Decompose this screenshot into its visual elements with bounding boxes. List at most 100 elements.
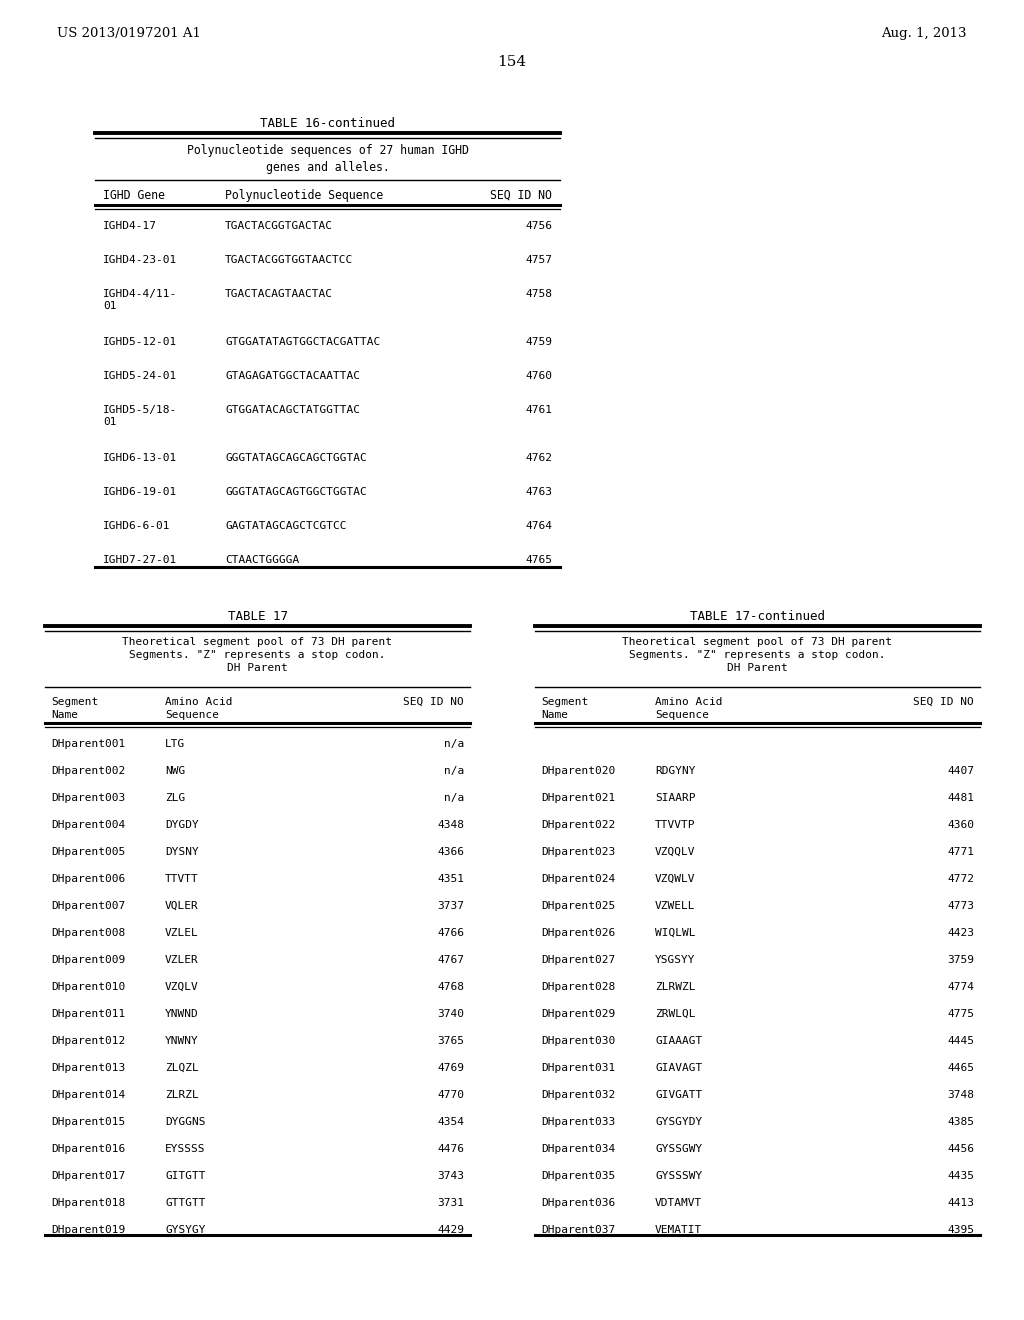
Text: Amino Acid: Amino Acid	[655, 697, 723, 708]
Text: RDGYNY: RDGYNY	[655, 766, 695, 776]
Text: Name: Name	[51, 710, 78, 719]
Text: IGHD6-19-01: IGHD6-19-01	[103, 487, 177, 498]
Text: DHparent029: DHparent029	[541, 1008, 615, 1019]
Text: DYGGNS: DYGGNS	[165, 1117, 206, 1127]
Text: DHparent021: DHparent021	[541, 793, 615, 803]
Text: YNWNY: YNWNY	[165, 1036, 199, 1045]
Text: TTVTT: TTVTT	[165, 874, 199, 884]
Text: 4757: 4757	[525, 255, 552, 265]
Text: GTGGATATAGTGGCTACGATTAC: GTGGATATAGTGGCTACGATTAC	[225, 337, 380, 347]
Text: GYSSGWY: GYSSGWY	[655, 1144, 702, 1154]
Text: 3743: 3743	[437, 1171, 464, 1181]
Text: ZLRWZL: ZLRWZL	[655, 982, 695, 993]
Text: DHparent014: DHparent014	[51, 1090, 125, 1100]
Text: DHparent013: DHparent013	[51, 1063, 125, 1073]
Text: IGHD Gene: IGHD Gene	[103, 189, 165, 202]
Text: IGHD5-12-01: IGHD5-12-01	[103, 337, 177, 347]
Text: 3731: 3731	[437, 1199, 464, 1208]
Text: GYSSSWY: GYSSSWY	[655, 1171, 702, 1181]
Text: 4763: 4763	[525, 487, 552, 498]
Text: Sequence: Sequence	[655, 710, 709, 719]
Text: DHparent024: DHparent024	[541, 874, 615, 884]
Text: 4773: 4773	[947, 902, 974, 911]
Text: 4481: 4481	[947, 793, 974, 803]
Text: Sequence: Sequence	[165, 710, 219, 719]
Text: 154: 154	[498, 55, 526, 69]
Text: DHparent016: DHparent016	[51, 1144, 125, 1154]
Text: 4429: 4429	[437, 1225, 464, 1236]
Text: 4759: 4759	[525, 337, 552, 347]
Text: 4758: 4758	[525, 289, 552, 300]
Text: ZLRZL: ZLRZL	[165, 1090, 199, 1100]
Text: 4354: 4354	[437, 1117, 464, 1127]
Text: Aug. 1, 2013: Aug. 1, 2013	[882, 26, 967, 40]
Text: LTG: LTG	[165, 739, 185, 748]
Text: GTAGAGATGGCTACAATTAC: GTAGAGATGGCTACAATTAC	[225, 371, 360, 381]
Text: 4771: 4771	[947, 847, 974, 857]
Text: 4435: 4435	[947, 1171, 974, 1181]
Text: 4769: 4769	[437, 1063, 464, 1073]
Text: IGHD7-27-01: IGHD7-27-01	[103, 554, 177, 565]
Text: DHparent022: DHparent022	[541, 820, 615, 830]
Text: Polynucleotide sequences of 27 human IGHD
genes and alleles.: Polynucleotide sequences of 27 human IGH…	[186, 144, 468, 174]
Text: 4772: 4772	[947, 874, 974, 884]
Text: Theoretical segment pool of 73 DH parent
Segments. "Z" represents a stop codon.
: Theoretical segment pool of 73 DH parent…	[123, 638, 392, 673]
Text: ZRWLQL: ZRWLQL	[655, 1008, 695, 1019]
Text: Amino Acid: Amino Acid	[165, 697, 232, 708]
Text: 4348: 4348	[437, 820, 464, 830]
Text: NWG: NWG	[165, 766, 185, 776]
Text: DHparent012: DHparent012	[51, 1036, 125, 1045]
Text: 4767: 4767	[437, 954, 464, 965]
Text: TGACTACAGTAACTAC: TGACTACAGTAACTAC	[225, 289, 333, 300]
Text: VZQWLV: VZQWLV	[655, 874, 695, 884]
Text: DHparent032: DHparent032	[541, 1090, 615, 1100]
Text: VDTAMVT: VDTAMVT	[655, 1199, 702, 1208]
Text: 4413: 4413	[947, 1199, 974, 1208]
Text: SEQ ID NO: SEQ ID NO	[913, 697, 974, 708]
Text: TGACTACGGTGGTAACTCC: TGACTACGGTGGTAACTCC	[225, 255, 353, 265]
Text: IGHD4-17: IGHD4-17	[103, 220, 157, 231]
Text: DHparent007: DHparent007	[51, 902, 125, 911]
Text: ZLQZL: ZLQZL	[165, 1063, 199, 1073]
Text: Segment: Segment	[541, 697, 588, 708]
Text: 4770: 4770	[437, 1090, 464, 1100]
Text: 4407: 4407	[947, 766, 974, 776]
Text: n/a: n/a	[443, 766, 464, 776]
Text: DHparent009: DHparent009	[51, 954, 125, 965]
Text: DHparent018: DHparent018	[51, 1199, 125, 1208]
Text: DHparent002: DHparent002	[51, 766, 125, 776]
Text: YSGSYY: YSGSYY	[655, 954, 695, 965]
Text: VZLER: VZLER	[165, 954, 199, 965]
Text: DHparent004: DHparent004	[51, 820, 125, 830]
Text: n/a: n/a	[443, 739, 464, 748]
Text: GIAAAGT: GIAAAGT	[655, 1036, 702, 1045]
Text: Theoretical segment pool of 73 DH parent
Segments. "Z" represents a stop codon.
: Theoretical segment pool of 73 DH parent…	[623, 638, 893, 673]
Text: YNWND: YNWND	[165, 1008, 199, 1019]
Text: 4760: 4760	[525, 371, 552, 381]
Text: IGHD6-6-01: IGHD6-6-01	[103, 521, 171, 531]
Text: DHparent025: DHparent025	[541, 902, 615, 911]
Text: 4766: 4766	[437, 928, 464, 939]
Text: VEMATIT: VEMATIT	[655, 1225, 702, 1236]
Text: DHparent010: DHparent010	[51, 982, 125, 993]
Text: IGHD6-13-01: IGHD6-13-01	[103, 453, 177, 463]
Text: GTTGTT: GTTGTT	[165, 1199, 206, 1208]
Text: GGGTATAGCAGTGGCTGGTAC: GGGTATAGCAGTGGCTGGTAC	[225, 487, 367, 498]
Text: n/a: n/a	[443, 793, 464, 803]
Text: 4768: 4768	[437, 982, 464, 993]
Text: IGHD4-4/11-
01: IGHD4-4/11- 01	[103, 289, 177, 310]
Text: DHparent023: DHparent023	[541, 847, 615, 857]
Text: DHparent011: DHparent011	[51, 1008, 125, 1019]
Text: WIQLWL: WIQLWL	[655, 928, 695, 939]
Text: DHparent015: DHparent015	[51, 1117, 125, 1127]
Text: TABLE 16-continued: TABLE 16-continued	[260, 117, 395, 129]
Text: GIVGATT: GIVGATT	[655, 1090, 702, 1100]
Text: DHparent028: DHparent028	[541, 982, 615, 993]
Text: DHparent006: DHparent006	[51, 874, 125, 884]
Text: TTVVTP: TTVVTP	[655, 820, 695, 830]
Text: DHparent019: DHparent019	[51, 1225, 125, 1236]
Text: 3765: 3765	[437, 1036, 464, 1045]
Text: 3740: 3740	[437, 1008, 464, 1019]
Text: DHparent034: DHparent034	[541, 1144, 615, 1154]
Text: GIAVAGT: GIAVAGT	[655, 1063, 702, 1073]
